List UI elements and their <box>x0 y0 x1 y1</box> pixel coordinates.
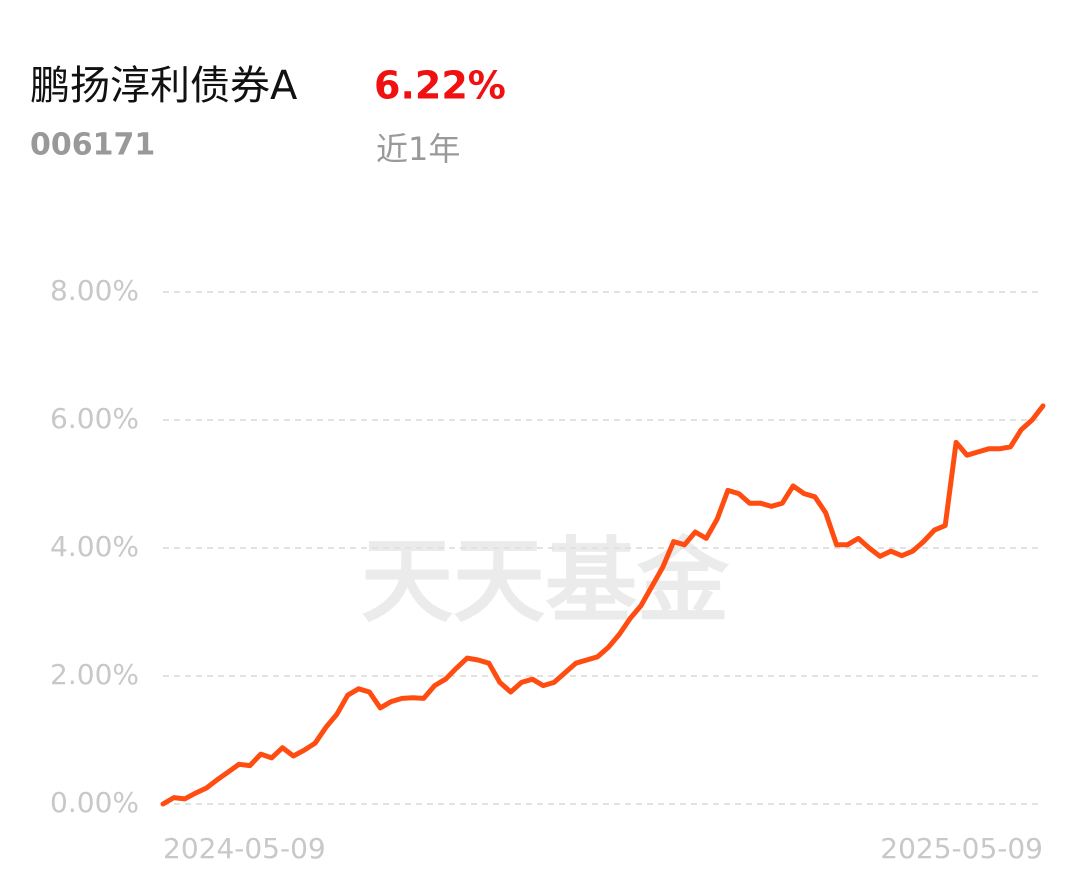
y-tick-label: 0.00% <box>50 786 139 819</box>
data-line <box>160 403 1046 807</box>
y-tick-label: 4.00% <box>50 530 139 563</box>
fund-return: 6.22% <box>374 64 506 108</box>
y-tick-label: 8.00% <box>50 274 139 307</box>
period: 近1年 <box>376 130 460 168</box>
x-tick-label: 2025-05-09 <box>880 832 1043 865</box>
fund-code: 006171 <box>30 128 155 163</box>
y-tick-label: 6.00% <box>50 402 139 435</box>
y-tick-label: 2.00% <box>50 658 139 691</box>
x-tick-label: 2024-05-09 <box>163 832 326 865</box>
fund-title: 鹏扬淳利债券A <box>30 63 298 109</box>
watermark: 天天基金 <box>361 531 730 633</box>
